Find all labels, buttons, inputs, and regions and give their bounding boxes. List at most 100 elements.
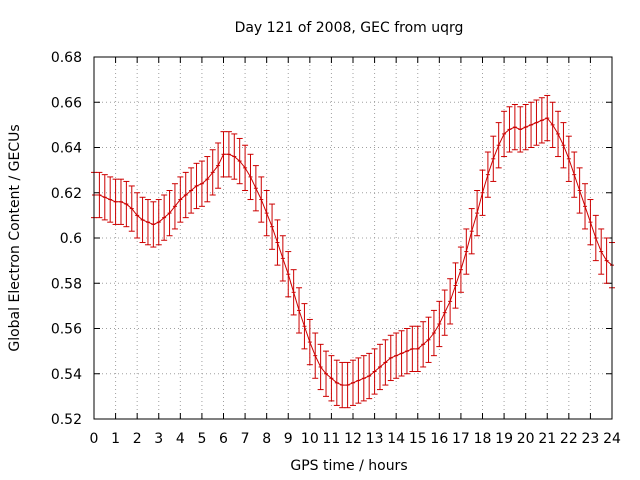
error-bar: [495, 122, 502, 169]
error-bar: [511, 104, 518, 151]
error-bar: [339, 361, 346, 409]
error-bar: [544, 94, 551, 142]
error-bar: [355, 357, 362, 404]
error-bar: [420, 321, 427, 368]
error-bar: [236, 137, 243, 185]
error-bar: [188, 167, 195, 214]
x-tick-label: 4: [176, 431, 185, 447]
error-bar: [128, 185, 135, 232]
y-tick-label: 0.6: [60, 231, 82, 247]
error-bar: [376, 343, 383, 391]
error-bar: [312, 332, 319, 379]
x-tick-label: 10: [301, 431, 319, 447]
error-bar: [328, 355, 335, 402]
axis-ticks: [93, 56, 613, 420]
y-axis-title: Global Electron Content / GECUs: [7, 124, 23, 351]
x-tick-label: 11: [323, 431, 341, 447]
error-bar: [393, 332, 400, 379]
error-bar: [603, 237, 610, 284]
error-bar: [231, 133, 238, 180]
error-bar: [134, 192, 141, 239]
error-bar: [323, 350, 330, 397]
x-tick-label: 16: [430, 431, 448, 447]
error-bar: [468, 208, 475, 255]
error-bar: [592, 214, 599, 262]
error-bar: [247, 153, 254, 201]
error-bar: [425, 316, 432, 363]
error-bar: [96, 171, 103, 219]
data-series: [91, 94, 615, 409]
x-tick-label: 9: [284, 431, 293, 447]
error-bar: [269, 203, 276, 250]
error-bar: [587, 199, 594, 246]
error-bar: [333, 359, 340, 406]
x-tick-label: 14: [387, 431, 405, 447]
error-bar: [193, 162, 200, 210]
x-tick-label: 20: [517, 431, 535, 447]
error-bar: [252, 165, 259, 212]
error-bar: [560, 122, 567, 169]
error-bar: [441, 289, 448, 336]
error-bar: [101, 174, 108, 221]
error-bar: [317, 343, 324, 391]
error-bar: [123, 180, 130, 228]
error-bar: [528, 101, 535, 148]
x-tick-label: 19: [495, 431, 513, 447]
error-bar: [501, 110, 508, 158]
y-tick-label: 0.66: [51, 95, 82, 111]
error-bar: [555, 110, 562, 158]
error-bar: [452, 262, 459, 309]
error-bar: [209, 149, 216, 196]
error-bar: [398, 330, 405, 377]
error-bar: [387, 334, 394, 382]
error-bar: [430, 309, 437, 357]
error-bar: [220, 131, 227, 178]
error-bar: [107, 176, 114, 223]
x-tick-label: 15: [409, 431, 427, 447]
error-bar: [549, 101, 556, 148]
error-bar: [533, 99, 540, 146]
error-bar: [484, 151, 491, 198]
error-bar: [409, 325, 416, 372]
y-tick-label: 0.54: [51, 367, 82, 383]
error-bar: [447, 278, 454, 325]
error-bar: [306, 318, 313, 366]
y-tick-label: 0.58: [51, 276, 82, 292]
error-bar: [463, 228, 470, 275]
x-tick-label: 12: [344, 431, 362, 447]
error-bar: [571, 151, 578, 198]
error-bar: [242, 144, 249, 191]
error-bar: [215, 142, 222, 189]
error-bar: [198, 160, 205, 207]
error-bar: [177, 176, 184, 223]
error-bar: [565, 135, 572, 182]
y-tick-label: 0.68: [51, 50, 82, 66]
y-tick-label: 0.56: [51, 322, 82, 338]
error-bar: [139, 196, 146, 244]
error-bar: [479, 169, 486, 216]
error-bar: [350, 359, 356, 406]
x-tick-label: 6: [219, 431, 228, 447]
x-tick-label: 0: [90, 431, 99, 447]
error-bar: [225, 131, 232, 178]
x-tick-label: 18: [474, 431, 492, 447]
y-tick-label: 0.52: [51, 412, 82, 428]
x-tick-label: 24: [603, 431, 621, 447]
y-tick-label: 0.62: [51, 186, 82, 202]
error-bar: [382, 339, 389, 386]
error-bar: [598, 228, 605, 275]
plot-frame: [93, 56, 613, 420]
error-bar: [161, 194, 168, 241]
error-bar: [182, 171, 189, 219]
error-bar: [258, 176, 265, 223]
x-axis-title: GPS time / hours: [290, 458, 407, 474]
x-tick-label: 17: [452, 431, 470, 447]
x-tick-label: 7: [241, 431, 250, 447]
error-bar: [285, 251, 292, 298]
error-bar: [112, 178, 119, 225]
tick-labels: 0 1 2 3 4 5 6 7 8 9 10 11 12 13 14 15 16 17 18 19 20 21 22 23 24…: [51, 50, 621, 447]
x-tick-label: 1: [111, 431, 120, 447]
error-bar: [274, 219, 281, 266]
error-bar: [166, 189, 173, 237]
